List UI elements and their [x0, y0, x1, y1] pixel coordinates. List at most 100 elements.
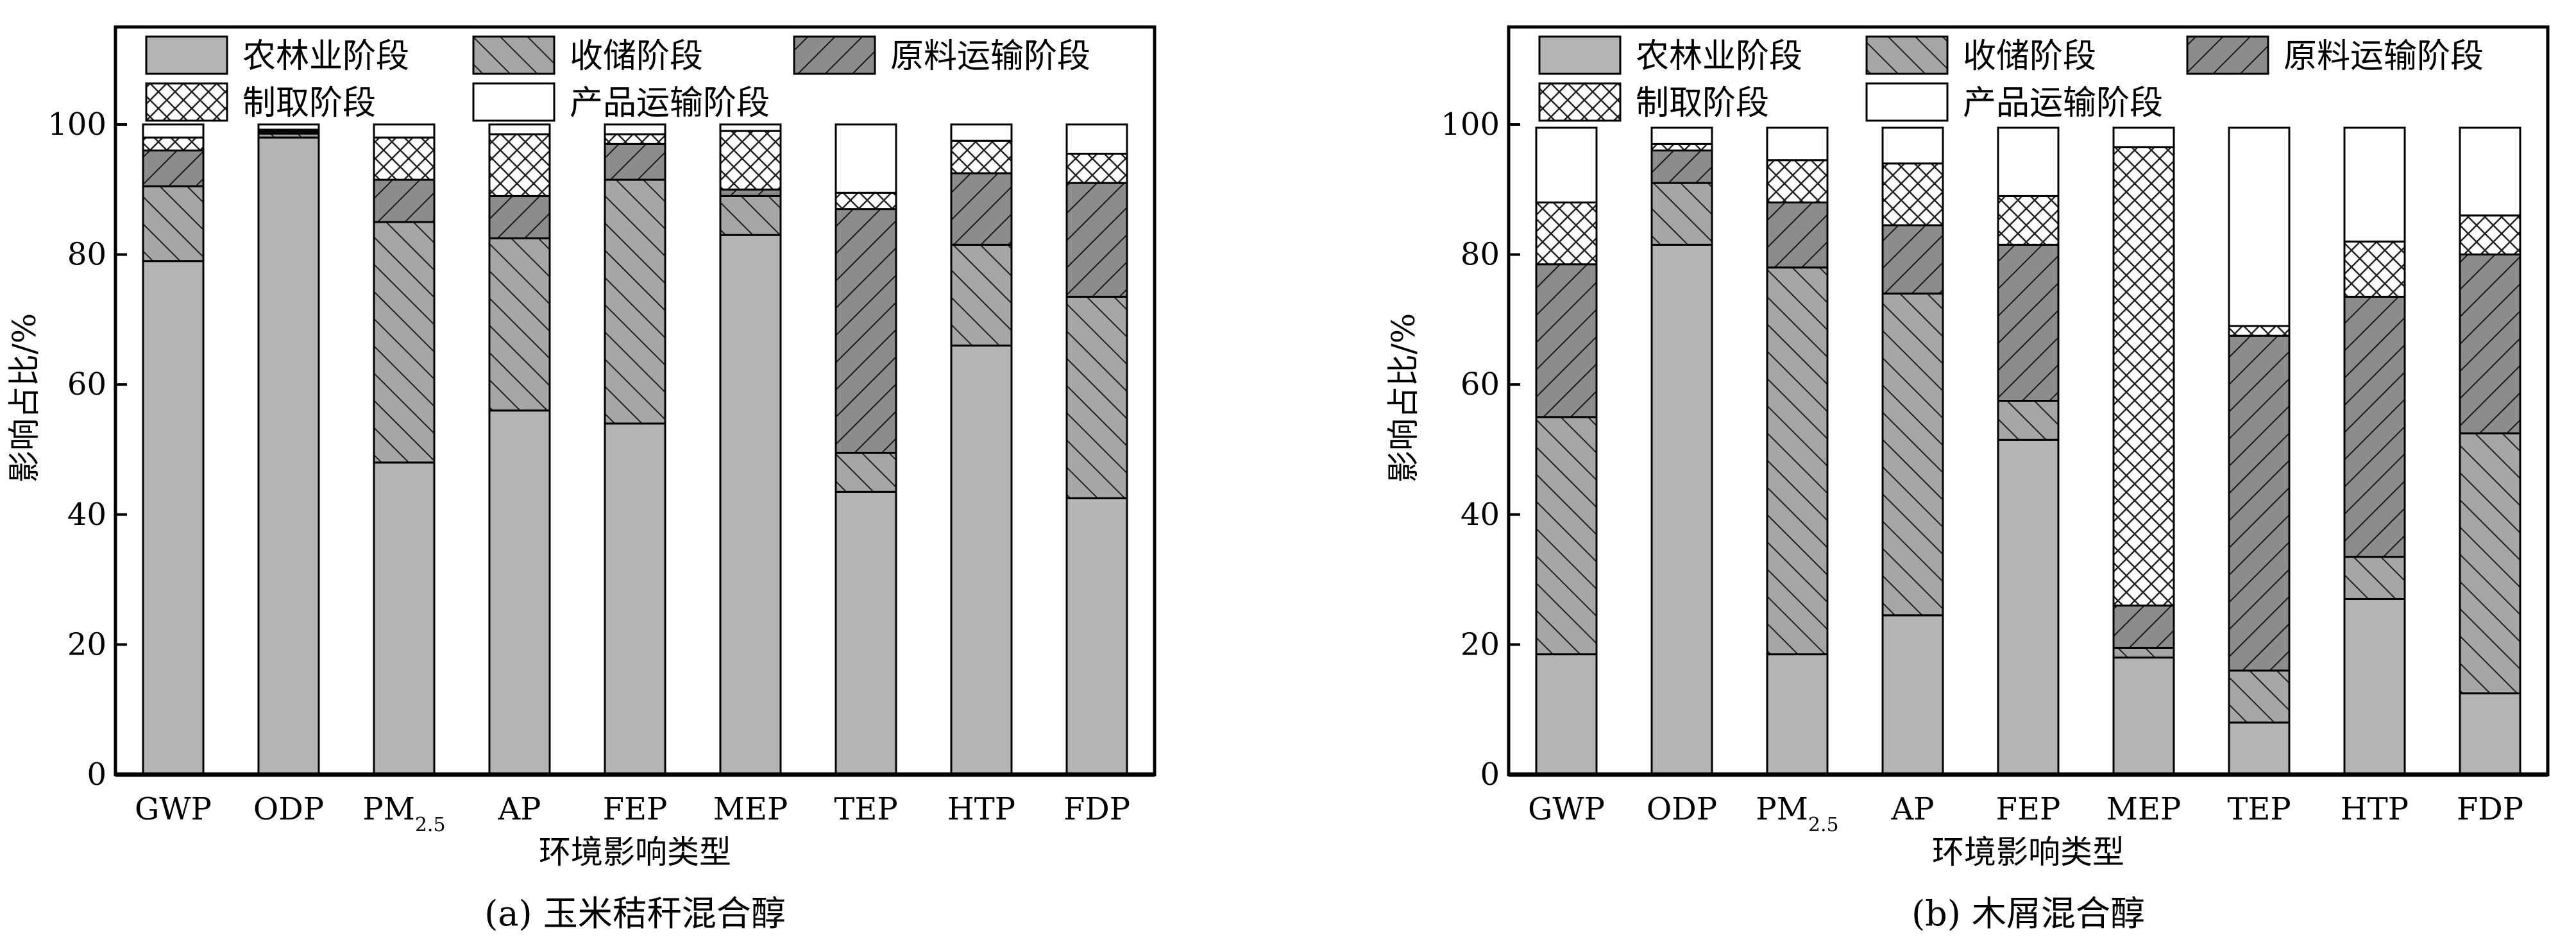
bar-segment-product_transport [2343, 126, 2406, 243]
bar-segment-production [1766, 159, 1829, 204]
y-tick-label: 40 [1461, 497, 1500, 533]
y-tick-label: 0 [87, 757, 106, 793]
y-ticks-a: 0 20 40 60 80 100 [47, 107, 127, 793]
bar-segment-storage [1065, 295, 1128, 499]
legend-label-product_transport: 产品运输阶段 [1963, 84, 2163, 123]
bar-segment-storage [142, 185, 205, 262]
bar-segment-production [835, 191, 897, 210]
bar-segment-storage [835, 452, 897, 493]
bar-segment-farming [2343, 597, 2406, 776]
bar-segment-storage [2228, 669, 2291, 724]
bar-segment-feedstock_transport [1766, 202, 1829, 269]
bar-segment-production [373, 136, 436, 181]
bar-segment-farming [1650, 243, 1713, 776]
bar-segment-product_transport [257, 123, 320, 131]
x-tick-label: FDP [1063, 791, 1130, 827]
legend-label-farming: 农林业阶段 [1636, 37, 1802, 76]
bar-segment-storage [1650, 182, 1713, 246]
y-tick-label: 100 [1441, 107, 1500, 142]
bar-segment-feedstock_transport [1535, 263, 1598, 418]
bar-segment-farming [1065, 497, 1128, 776]
bar-segment-farming [950, 344, 1013, 776]
bar-segment-feedstock_transport [835, 208, 897, 454]
bar-segment-farming [1535, 653, 1598, 776]
bar-segment-production [2112, 146, 2175, 607]
legend-swatch-product_transport [1865, 82, 1949, 122]
y-axis-title-b: 影响占比/% [1385, 313, 1422, 483]
bar-segment-product_transport [2112, 126, 2175, 148]
y-tick-label: 40 [67, 497, 106, 533]
legend-swatch-farming [145, 35, 228, 75]
legend-swatch-production [1538, 82, 1622, 122]
legend-swatch-product_transport [472, 82, 555, 122]
bar-segment-production [2228, 325, 2291, 337]
bar-segment-feedstock_transport [2343, 295, 2406, 558]
x-tick-label: FEP [1996, 791, 2061, 827]
bar-segment-product_transport [142, 123, 205, 139]
legend-label-feedstock_transport: 原料运输阶段 [2284, 37, 2484, 76]
y-tick-label: 60 [1461, 366, 1500, 402]
bar-segment-production [719, 130, 782, 191]
bar-segment-production [1650, 142, 1713, 151]
bar-segment-farming [1766, 653, 1829, 776]
legend-swatch-production [145, 82, 228, 122]
x-tick-label: HTP [947, 791, 1015, 827]
bar-segment-storage [373, 221, 436, 464]
bar-segment-feedstock_transport [950, 172, 1013, 246]
x-tick-label: AP [498, 791, 541, 827]
y-tick-label: 60 [67, 366, 106, 402]
bar-segment-storage [1881, 292, 1944, 617]
x-tick-label: MEP [713, 791, 788, 827]
y-tick-label: 0 [1480, 757, 1500, 793]
x-axis-title-b: 环境影响类型 [1932, 834, 2124, 871]
bar-segment-farming [719, 234, 782, 776]
legend-label-storage: 收储阶段 [1963, 37, 2096, 76]
x-tick-label: FEP [603, 791, 668, 827]
bar-segment-product_transport [1881, 126, 1944, 165]
legend-swatch-feedstock_transport [793, 35, 876, 75]
x-tick-label: GWP [1528, 791, 1605, 827]
bar-segment-farming [2459, 692, 2521, 776]
bar-segment-product_transport [488, 123, 551, 135]
legend-swatch-storage [1865, 35, 1949, 75]
bars-a [115, 123, 1155, 777]
bar-segment-farming [257, 136, 320, 776]
bar-segment-production [2343, 240, 2406, 298]
y-tick-label: 80 [1461, 237, 1500, 273]
legend-swatch-farming [1538, 35, 1622, 75]
bar-segment-farming [142, 260, 205, 776]
bar-segment-farming [2112, 657, 2175, 776]
caption-b: (b) 木屑混合醇 [1911, 893, 2145, 934]
legend-label-production: 制取阶段 [1636, 84, 1769, 123]
bar-segment-production [488, 133, 551, 197]
bar-segment-farming [373, 461, 436, 776]
y-axis-title-a: 影响占比/% [6, 313, 43, 483]
bar-segment-feedstock_transport [1997, 243, 2060, 402]
y-ticks-b: 0 20 40 60 80 100 [1441, 107, 1520, 793]
x-tick-label: PM2.5 [1756, 791, 1838, 836]
y-tick-label: 80 [67, 237, 106, 273]
bar-segment-storage [2112, 646, 2175, 659]
bar-segment-storage [950, 243, 1013, 347]
bar-segment-product_transport [950, 123, 1013, 142]
bar-segment-storage [2459, 432, 2521, 694]
x-tick-label: AP [1891, 791, 1935, 827]
bar-segment-product_transport [373, 123, 436, 139]
x-tick-label: PM2.5 [362, 791, 445, 836]
bar-segment-production [1535, 202, 1598, 266]
x-tick-label: ODP [1647, 791, 1717, 827]
x-tick-label: MEP [2106, 791, 2181, 827]
legend-swatch-storage [472, 35, 555, 75]
x-ticks-b: GWP ODP PM2.5 AP FEP MEP TEP HTP FDP [1528, 791, 2523, 836]
bar-segment-feedstock_transport [142, 149, 205, 187]
bar-segment-feedstock_transport [604, 142, 666, 181]
bar-segment-feedstock_transport [2459, 253, 2521, 434]
bar-segment-farming [2228, 721, 2291, 776]
bar-segment-product_transport [1766, 126, 1829, 162]
bar-segment-production [950, 139, 1013, 175]
x-tick-label: GWP [135, 791, 212, 827]
bar-segment-product_transport [1997, 126, 2060, 197]
